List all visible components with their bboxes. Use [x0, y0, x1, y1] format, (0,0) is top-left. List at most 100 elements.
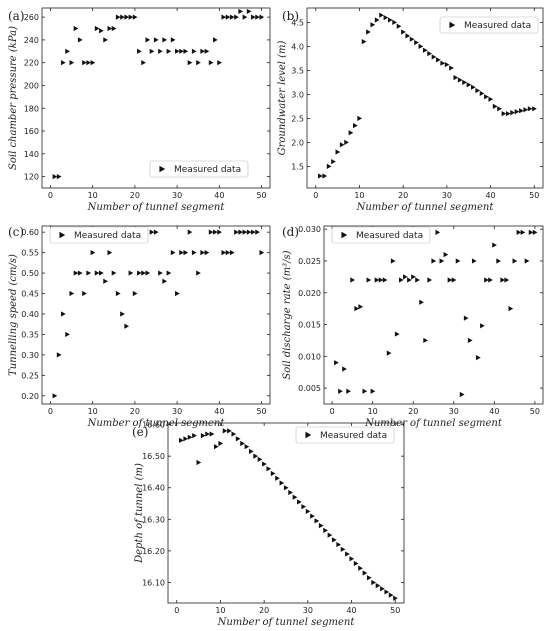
data-point	[484, 94, 489, 100]
data-point	[476, 354, 481, 361]
data-point	[65, 331, 70, 338]
data-point	[423, 337, 428, 344]
data-point	[187, 60, 193, 66]
y-tick-label: 160	[24, 127, 39, 136]
data-point	[124, 323, 130, 329]
data-point	[191, 48, 197, 54]
data-point	[387, 17, 393, 23]
data-point	[65, 48, 70, 54]
legend-box	[295, 426, 395, 444]
x-tick-label: 10	[368, 407, 378, 416]
y-axis-title: Depth of tunnel (m)	[134, 463, 145, 564]
data-point	[411, 274, 416, 280]
data-point	[378, 277, 384, 283]
data-point	[234, 229, 239, 235]
y-tick-label: 0.30	[21, 351, 39, 360]
x-tick-label: 20	[130, 407, 140, 416]
data-point	[208, 229, 214, 235]
data-point	[524, 258, 530, 264]
x-tick-label: 10	[88, 191, 98, 200]
data-point	[191, 249, 197, 256]
data-point	[492, 103, 498, 109]
x-axis-title: Number of tunnel segment	[217, 617, 356, 628]
data-point	[183, 249, 189, 256]
data-point	[331, 159, 336, 165]
data-point	[453, 75, 459, 81]
data-point	[162, 37, 168, 43]
data-point	[447, 277, 453, 283]
data-point	[504, 277, 510, 283]
x-tick-label: 30	[449, 407, 459, 416]
data-point	[370, 22, 376, 28]
data-point	[479, 90, 485, 97]
data-point	[238, 8, 244, 15]
legend-label: Measured data	[174, 165, 241, 175]
data-point	[358, 565, 363, 571]
data-point	[382, 277, 388, 283]
x-tick-label: 50	[256, 191, 266, 200]
y-tick-label: 16.60	[142, 421, 165, 430]
y-tick-label: 0.50	[21, 269, 39, 278]
x-tick-label: 0	[48, 191, 53, 200]
data-point	[301, 504, 307, 510]
legend-box	[439, 16, 539, 34]
data-point	[262, 461, 267, 467]
y-axis-title: Groundwater level (m)	[277, 40, 288, 155]
y-tick-label: 0.030	[298, 225, 321, 234]
data-point	[227, 428, 232, 434]
data-point	[229, 249, 235, 256]
data-point	[318, 523, 324, 529]
x-tick-label: 40	[489, 407, 499, 416]
data-point	[484, 277, 489, 283]
y-tick-label: 0.55	[21, 249, 39, 258]
data-point	[393, 595, 398, 601]
data-point	[427, 51, 432, 57]
data-point	[394, 331, 400, 337]
data-point	[361, 39, 367, 45]
data-point	[488, 96, 494, 102]
data-point	[52, 393, 58, 399]
data-point	[436, 57, 441, 63]
data-point	[283, 485, 289, 491]
data-point	[238, 229, 244, 235]
data-point	[455, 258, 461, 264]
y-tick-label: 4.5	[291, 18, 304, 27]
data-point	[124, 14, 130, 20]
data-point	[375, 583, 381, 589]
data-point	[357, 115, 363, 121]
panel-e: (e) 0 10 20 30 40 50 16.10 16.20 16.30 16.40 16.50 1…	[132, 421, 405, 628]
y-axis-title: Soil discharge rate (m³/s)	[282, 250, 293, 379]
plot-frame	[306, 7, 544, 189]
x-tick-label: 10	[215, 606, 225, 615]
y-tick-label: 0.20	[21, 392, 39, 401]
y-tick-label: 3.5	[291, 66, 304, 75]
data-point	[366, 29, 371, 35]
data-point	[166, 270, 172, 276]
x-tick-label: 50	[529, 191, 539, 200]
data-point	[346, 388, 351, 394]
data-point	[257, 456, 263, 462]
data-point	[512, 258, 518, 264]
y-tick-label: 260	[24, 13, 39, 22]
data-point	[523, 107, 529, 113]
data-point	[52, 174, 58, 180]
data-point	[514, 109, 520, 115]
legend-marker	[341, 231, 348, 239]
data-point	[354, 306, 360, 312]
data-point	[153, 229, 159, 235]
data-point	[266, 466, 272, 472]
data-point	[366, 277, 372, 283]
data-point	[115, 290, 121, 297]
data-point	[149, 229, 155, 235]
data-point	[90, 60, 96, 66]
data-point	[342, 366, 347, 372]
data-point	[440, 60, 446, 66]
data-point	[225, 14, 231, 20]
data-point	[200, 433, 206, 439]
data-point	[179, 249, 184, 256]
legend-label: Measured data	[320, 431, 387, 441]
data-point	[467, 337, 473, 344]
data-point	[255, 229, 260, 235]
data-point	[352, 123, 358, 129]
data-point	[259, 249, 265, 256]
